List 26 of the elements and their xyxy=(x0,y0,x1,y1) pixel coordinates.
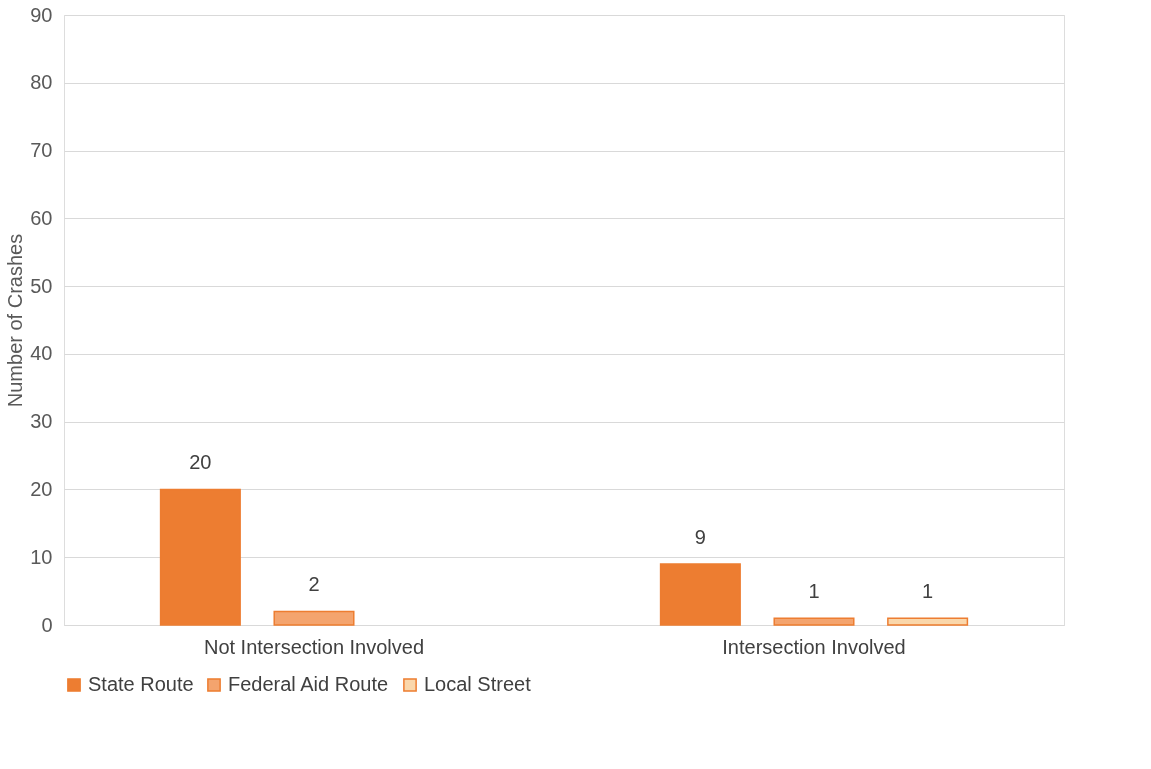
bar xyxy=(273,610,355,626)
data-label: 1 xyxy=(922,580,934,603)
y-tick-label: 40 xyxy=(30,342,53,365)
y-tick-label: 10 xyxy=(30,545,53,568)
y-tick-label: 50 xyxy=(30,274,53,297)
y-tick-label: 80 xyxy=(30,71,53,94)
bar xyxy=(159,488,241,626)
y-axis-title: Number of Crashes xyxy=(4,233,27,408)
y-tick-label: 60 xyxy=(30,206,53,229)
legend-label: Local Street xyxy=(424,673,532,695)
x-tick-label: Not Intersection Involved xyxy=(203,635,425,658)
y-tick-label: 30 xyxy=(30,410,53,433)
legend-label: State Route xyxy=(88,673,194,695)
bar xyxy=(887,617,969,626)
y-tick-label: 0 xyxy=(41,613,53,636)
y-tick-label: 90 xyxy=(30,3,53,26)
data-label: 9 xyxy=(694,526,706,548)
y-tick-label: 20 xyxy=(30,477,53,500)
legend-label: Federal Aid Route xyxy=(228,673,389,695)
bar xyxy=(659,563,741,626)
data-label: 1 xyxy=(808,580,820,603)
data-label: 20 xyxy=(189,451,212,474)
bar xyxy=(773,617,855,626)
x-tick-label: Intersection Involved xyxy=(722,635,906,658)
data-label: 2 xyxy=(308,573,320,596)
y-tick-label: 70 xyxy=(30,139,53,162)
